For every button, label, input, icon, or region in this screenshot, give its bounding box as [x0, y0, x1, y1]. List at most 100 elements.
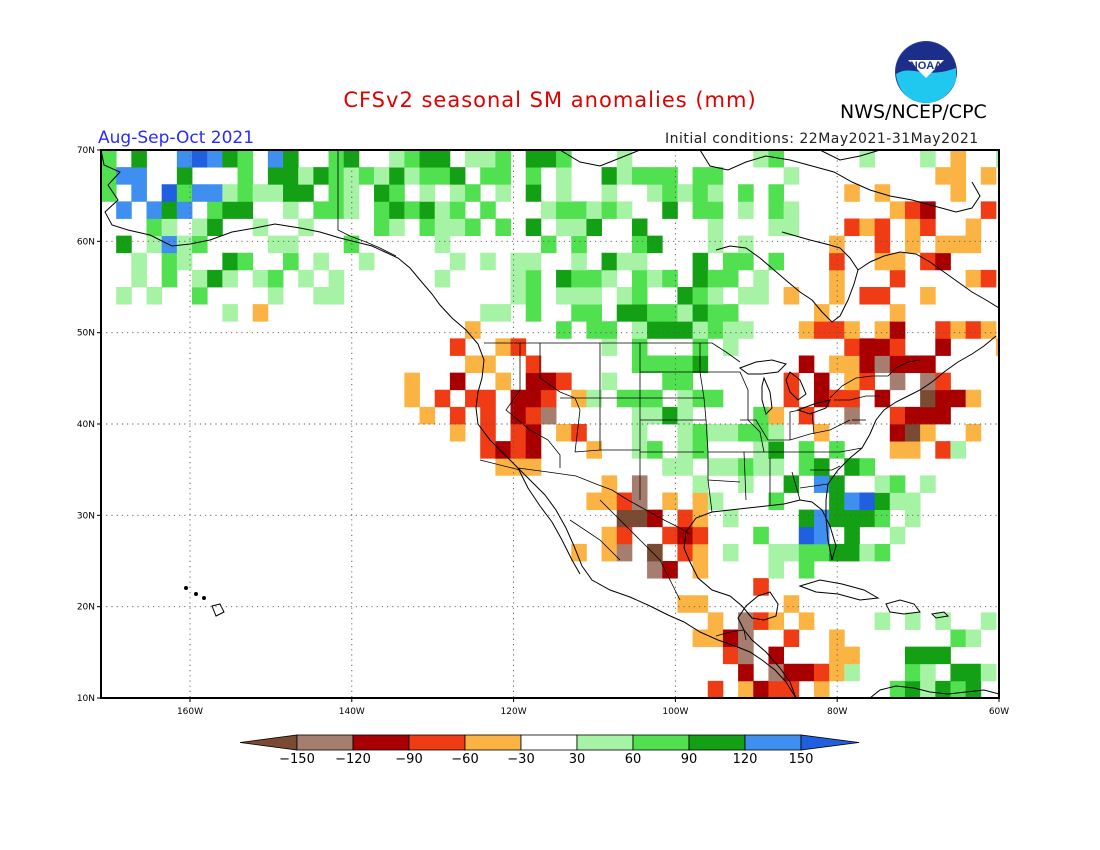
- anomaly-cell: [995, 338, 999, 356]
- anomaly-cell: [631, 304, 648, 322]
- anomaly-cell: [449, 218, 466, 237]
- anomaly-cell: [586, 441, 602, 459]
- anomaly-cell: [525, 287, 542, 305]
- anomaly-cell: [647, 561, 663, 579]
- initial-conditions-label: Initial conditions: 22May2021-31May2021: [665, 131, 979, 147]
- anomaly-cell: [904, 355, 921, 374]
- anomaly-cell: [844, 372, 860, 391]
- anomaly-cell: [920, 406, 936, 425]
- anomaly-cell: [738, 201, 754, 219]
- anomaly-cell: [510, 441, 527, 459]
- anomaly-cell: [328, 167, 345, 185]
- anomaly-cell: [525, 458, 542, 476]
- anomaly-cell: [874, 184, 891, 202]
- anomaly-cell: [616, 492, 633, 511]
- anomaly-cell: [616, 252, 633, 271]
- anomaly-cell: [647, 543, 663, 562]
- anomaly-cell: [192, 184, 208, 202]
- anomaly-cell: [616, 543, 633, 562]
- anomaly-cell: [495, 218, 511, 237]
- anomaly-cell: [101, 150, 117, 168]
- anomaly-cell: [510, 389, 527, 408]
- anomaly-cell: [722, 424, 739, 442]
- anomaly-cell: [540, 372, 557, 391]
- anomaly-cell: [586, 389, 602, 408]
- anomaly-cell: [525, 406, 542, 425]
- anomaly-cell: [707, 680, 724, 698]
- anomaly-cell: [434, 389, 451, 408]
- anomaly-cell: [616, 509, 633, 528]
- anomaly-cell: [677, 389, 693, 408]
- anomaly-cell: [677, 355, 693, 374]
- anomaly-cell: [510, 287, 527, 305]
- anomaly-cell: [647, 355, 663, 374]
- anomaly-cell: [920, 218, 936, 237]
- anomaly-cell: [980, 167, 997, 185]
- anomaly-cell: [707, 184, 724, 202]
- anomaly-cell: [738, 680, 754, 698]
- anomaly-cell: [904, 663, 921, 682]
- anomaly-cell: [571, 235, 587, 254]
- anomaly-cell: [404, 389, 420, 408]
- anomaly-cell: [707, 389, 724, 408]
- lon-tick-label: 80W: [827, 707, 847, 717]
- anomaly-cell: [768, 543, 785, 562]
- anomaly-cell: [131, 184, 147, 202]
- anomaly-cell: [753, 680, 769, 698]
- anomaly-cell: [313, 287, 329, 305]
- anomaly-cell: [677, 287, 693, 305]
- anomaly-cell: [222, 150, 238, 168]
- season-label: Aug-Sep-Oct 2021: [98, 128, 255, 148]
- anomaly-cell: [586, 287, 602, 305]
- anomaly-cell: [813, 424, 830, 442]
- anomaly-cell: [252, 304, 269, 322]
- anomaly-cell: [738, 458, 754, 476]
- anomaly-cell: [374, 184, 390, 202]
- anomaly-cell: [631, 492, 648, 511]
- anomaly-cell: [874, 612, 891, 630]
- anomaly-cell: [738, 235, 754, 254]
- anomaly-cell: [889, 680, 906, 698]
- anomaly-cell: [920, 475, 936, 493]
- border-us-mexico: [517, 467, 691, 535]
- anomaly-cell: [434, 269, 451, 288]
- anomaly-cell: [692, 492, 709, 511]
- anomaly-cell: [677, 595, 693, 613]
- anomaly-cell: [829, 509, 845, 528]
- anomaly-cell: [328, 287, 345, 305]
- anomaly-cell: [904, 492, 921, 511]
- anomaly-cell: [829, 252, 845, 271]
- anomaly-cell: [647, 167, 663, 185]
- anomaly-cell: [419, 218, 436, 237]
- anomaly-cell: [495, 441, 511, 459]
- anomaly-cell: [495, 304, 511, 322]
- anomaly-cell: [692, 543, 709, 562]
- anomaly-cell: [586, 321, 602, 339]
- anomaly-cell: [662, 269, 678, 288]
- anomaly-cell: [692, 252, 709, 271]
- anomaly-cell: [176, 252, 193, 271]
- anomaly-cell: [904, 612, 921, 630]
- great-lake-superior: [738, 359, 787, 375]
- anomaly-cell: [647, 235, 663, 254]
- anomaly-cell: [768, 150, 785, 168]
- anomaly-cell: [434, 150, 451, 168]
- anomaly-cell: [935, 167, 951, 185]
- anomaly-cell: [753, 612, 769, 630]
- anomaly-cell: [480, 252, 496, 271]
- anomaly-cell: [904, 424, 921, 442]
- anomaly-cell: [283, 235, 299, 254]
- anomaly-cell: [920, 389, 936, 408]
- anomaly-cell: [525, 441, 542, 459]
- anomaly-cell: [677, 406, 693, 425]
- anomaly-cell: [950, 441, 967, 459]
- anomaly-cell: [738, 287, 754, 305]
- anomaly-cell: [753, 526, 769, 545]
- anomaly-cell: [950, 629, 967, 648]
- anomaly-cell: [692, 441, 709, 459]
- anomaly-cell: [389, 167, 405, 185]
- anomaly-cell: [586, 201, 602, 219]
- anomaly-cell: [328, 150, 345, 168]
- anomaly-cell: [662, 355, 678, 374]
